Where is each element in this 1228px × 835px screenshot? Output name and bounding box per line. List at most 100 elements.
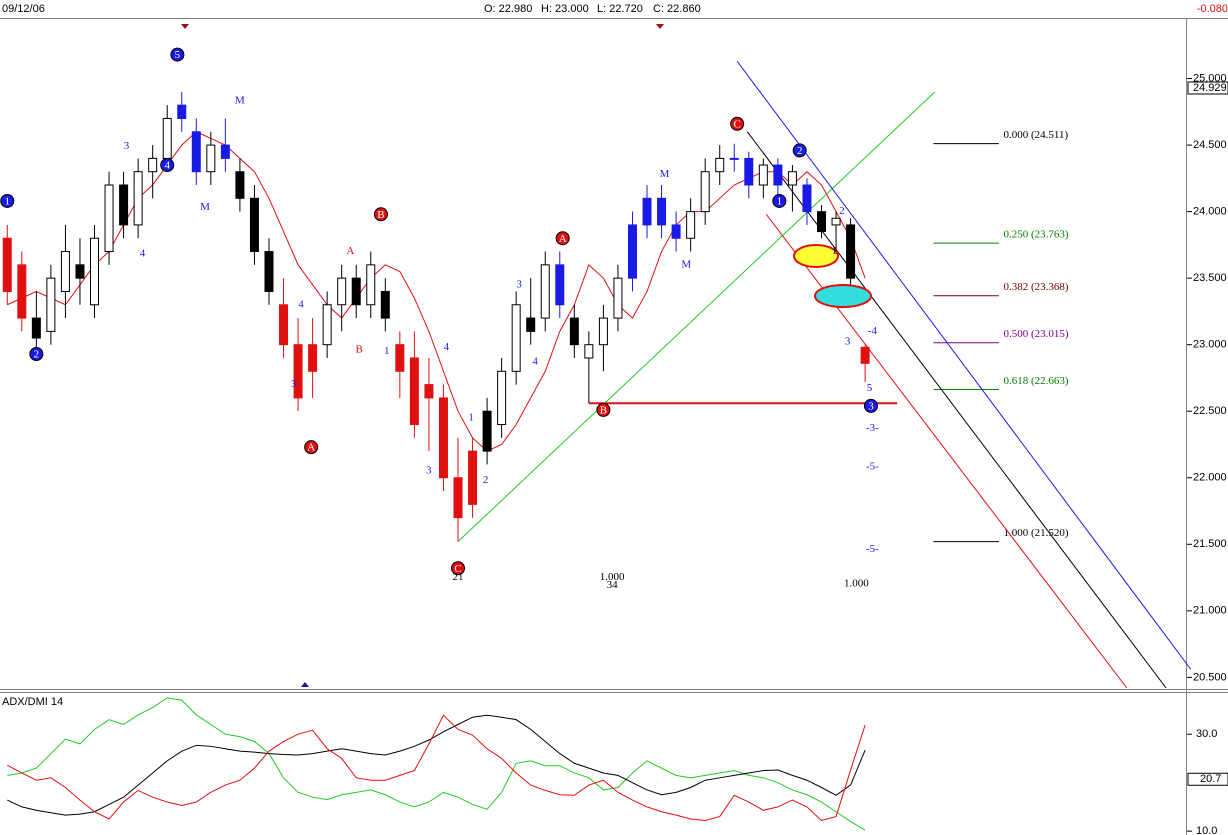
wave-marker (160, 158, 175, 173)
candle-body (729, 157, 739, 160)
candle-body (657, 197, 667, 226)
marker (656, 24, 664, 29)
last-value-box (1187, 772, 1228, 786)
marker (181, 24, 189, 29)
wave-label: 1.000 (600, 571, 625, 583)
candle-body (758, 164, 768, 186)
wave-label: 4 (164, 160, 170, 172)
candle-body (119, 184, 129, 226)
wave-label: 4 (298, 298, 304, 310)
fib-label: 1.000 (21.520) (1003, 527, 1068, 539)
last-price-label: 24.929 (1193, 82, 1227, 94)
candle-body (220, 144, 230, 159)
y-tick-label: 24.500 (1193, 139, 1227, 151)
trend-line (736, 60, 1192, 670)
candle-body (90, 237, 100, 306)
candle-body (817, 211, 827, 233)
y-tick-label: 23.500 (1193, 272, 1227, 284)
candle-body (162, 117, 172, 159)
wave-label: 2 (797, 145, 803, 157)
wave-label: 1.000 (844, 578, 869, 590)
wave-label: 21 (453, 571, 464, 583)
last-price-box (1187, 81, 1228, 95)
wave-label: M (200, 201, 210, 213)
wave-label: 4 (140, 248, 146, 260)
marker (301, 682, 309, 687)
open: O: 22.980 (484, 3, 532, 15)
candle-body (438, 397, 448, 479)
candle-body (846, 224, 856, 279)
candle-body (60, 251, 70, 292)
candle-body (686, 211, 696, 239)
candle-body (424, 384, 434, 399)
wave-label: A (559, 233, 567, 245)
wave-label: 34 (607, 579, 619, 591)
candle-body (627, 224, 637, 279)
wave-label: A (307, 442, 315, 454)
wave-marker (29, 347, 44, 361)
candle-body (642, 197, 652, 226)
candle-body (802, 184, 812, 213)
candle-body (2, 237, 12, 292)
moving-average (7, 131, 866, 452)
candle-body (453, 477, 463, 519)
candle-body (366, 264, 376, 306)
wave-label: 1 (468, 411, 474, 423)
candle-body (584, 344, 594, 359)
wave-label: 1 (832, 245, 838, 257)
wave-marker (772, 193, 787, 208)
candle-body (395, 344, 405, 372)
wave-marker (451, 561, 466, 576)
highlight (814, 284, 872, 308)
change: -0.080 (1197, 3, 1228, 15)
candle-body (380, 290, 390, 319)
candle-body (293, 344, 303, 399)
candle-body (104, 184, 114, 253)
wave-marker (0, 193, 15, 208)
wave-label: 2 (34, 349, 40, 361)
wave-label: B (355, 344, 362, 356)
y-tick-label: 21.000 (1193, 605, 1227, 617)
candle-body (613, 277, 623, 319)
candle-body (351, 277, 361, 306)
wave-label: C (733, 118, 740, 130)
wave-label: -5- (866, 543, 879, 555)
candle-body (569, 317, 579, 346)
candle-body (249, 197, 259, 253)
wave-label: M (235, 95, 245, 107)
fib-label: 0.000 (24.511) (1003, 129, 1068, 141)
wave-label: M (660, 168, 670, 180)
candle-body (482, 410, 492, 452)
candle-body (279, 304, 289, 346)
wave-label: B (600, 404, 607, 416)
y-tick-label: 30.0 (1196, 728, 1217, 740)
wave-label: 1 (384, 345, 390, 357)
fib-label: 0.382 (23.368) (1003, 281, 1068, 293)
candle-body (308, 344, 318, 372)
wave-label: -3- (866, 422, 879, 434)
wave-marker (730, 116, 745, 131)
candle-body (555, 264, 565, 306)
wave-marker (373, 207, 388, 222)
candle-body (831, 217, 841, 226)
wave-label: 4 (444, 341, 450, 353)
high: H: 23.000 (541, 3, 589, 15)
fib-label: 0.618 (22.663) (1003, 375, 1068, 387)
candle-body (598, 317, 608, 346)
wave-marker (304, 440, 319, 455)
candle-body (46, 277, 56, 332)
wave-label: M (681, 258, 691, 270)
wave-marker (792, 143, 807, 158)
wave-label: 3 (291, 378, 297, 390)
adx-panel: ADX/DMI 14 30.0 10.0 20.7 (2, 696, 1228, 835)
candle-body (177, 104, 187, 119)
trend-line (457, 91, 936, 542)
wave-label: -5- (866, 461, 879, 473)
candle-body (497, 370, 507, 426)
candle-body (133, 171, 143, 226)
candle-body (206, 144, 216, 173)
candle-body (264, 251, 274, 292)
